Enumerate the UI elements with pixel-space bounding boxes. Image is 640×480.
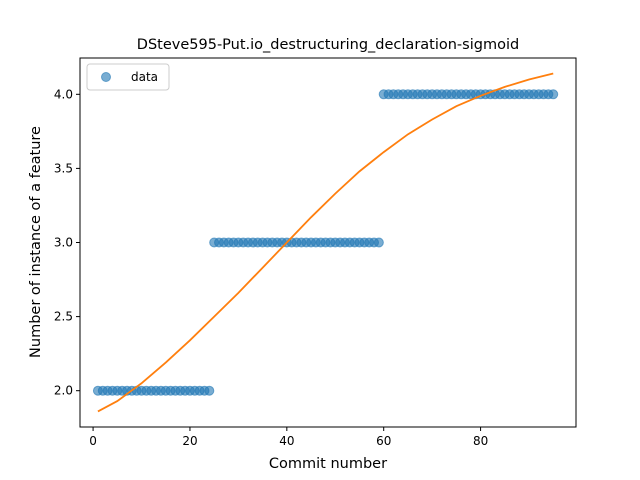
legend-label-data: data xyxy=(131,70,158,84)
legend-marker-data xyxy=(101,72,111,82)
legend-frame xyxy=(86,63,170,91)
y-tick-label: 3.0 xyxy=(54,236,73,250)
y-tick-label: 2.0 xyxy=(54,384,73,398)
legend: data xyxy=(86,63,170,91)
y-tick-label: 2.5 xyxy=(54,310,73,324)
data-point xyxy=(373,237,384,248)
y-tick-label: 3.5 xyxy=(54,161,73,175)
x-tick-label: 60 xyxy=(376,434,391,448)
data-point xyxy=(204,385,215,396)
x-tick-label: 80 xyxy=(473,434,488,448)
x-tick-label: 20 xyxy=(182,434,197,448)
sigmoid-fit-line xyxy=(97,72,554,413)
plot-area xyxy=(92,72,559,413)
axes: 0 20 40 60 80 2.0 2.5 3.0 3.5 4.0 xyxy=(54,57,577,448)
data-point xyxy=(548,89,559,100)
x-axis-label: Commit number xyxy=(269,456,387,472)
y-tick-label: 4.0 xyxy=(54,87,73,101)
y-axis-label: Number of instance of a feature xyxy=(28,126,44,358)
x-tick-label: 40 xyxy=(279,434,294,448)
x-tick-label: 0 xyxy=(89,434,97,448)
chart-title: DSteve595-Put.io_destructuring_declarati… xyxy=(137,37,519,53)
